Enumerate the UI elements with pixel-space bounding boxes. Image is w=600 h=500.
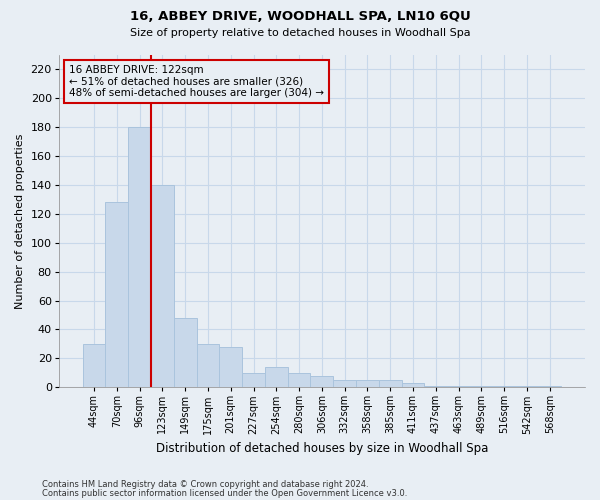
Bar	[83, 344, 106, 387]
Text: Contains HM Land Registry data © Crown copyright and database right 2024.: Contains HM Land Registry data © Crown c…	[42, 480, 368, 489]
Bar	[242, 373, 265, 387]
Text: Contains public sector information licensed under the Open Government Licence v3: Contains public sector information licen…	[42, 488, 407, 498]
Bar	[288, 373, 310, 387]
Y-axis label: Number of detached properties: Number of detached properties	[15, 134, 25, 309]
Text: 16, ABBEY DRIVE, WOODHALL SPA, LN10 6QU: 16, ABBEY DRIVE, WOODHALL SPA, LN10 6QU	[130, 10, 470, 23]
Bar	[333, 380, 356, 387]
X-axis label: Distribution of detached houses by size in Woodhall Spa: Distribution of detached houses by size …	[155, 442, 488, 455]
Bar	[128, 127, 151, 387]
Bar	[356, 380, 379, 387]
Bar	[310, 376, 333, 387]
Bar	[106, 202, 128, 387]
Text: 16 ABBEY DRIVE: 122sqm
← 51% of detached houses are smaller (326)
48% of semi-de: 16 ABBEY DRIVE: 122sqm ← 51% of detached…	[69, 65, 324, 98]
Bar	[515, 386, 538, 387]
Bar	[424, 386, 447, 387]
Bar	[151, 185, 174, 387]
Bar	[447, 386, 470, 387]
Bar	[401, 383, 424, 387]
Bar	[379, 380, 401, 387]
Bar	[493, 386, 515, 387]
Bar	[538, 386, 561, 387]
Bar	[265, 367, 288, 387]
Text: Size of property relative to detached houses in Woodhall Spa: Size of property relative to detached ho…	[130, 28, 470, 38]
Bar	[220, 347, 242, 387]
Bar	[470, 386, 493, 387]
Bar	[197, 344, 220, 387]
Bar	[174, 318, 197, 387]
